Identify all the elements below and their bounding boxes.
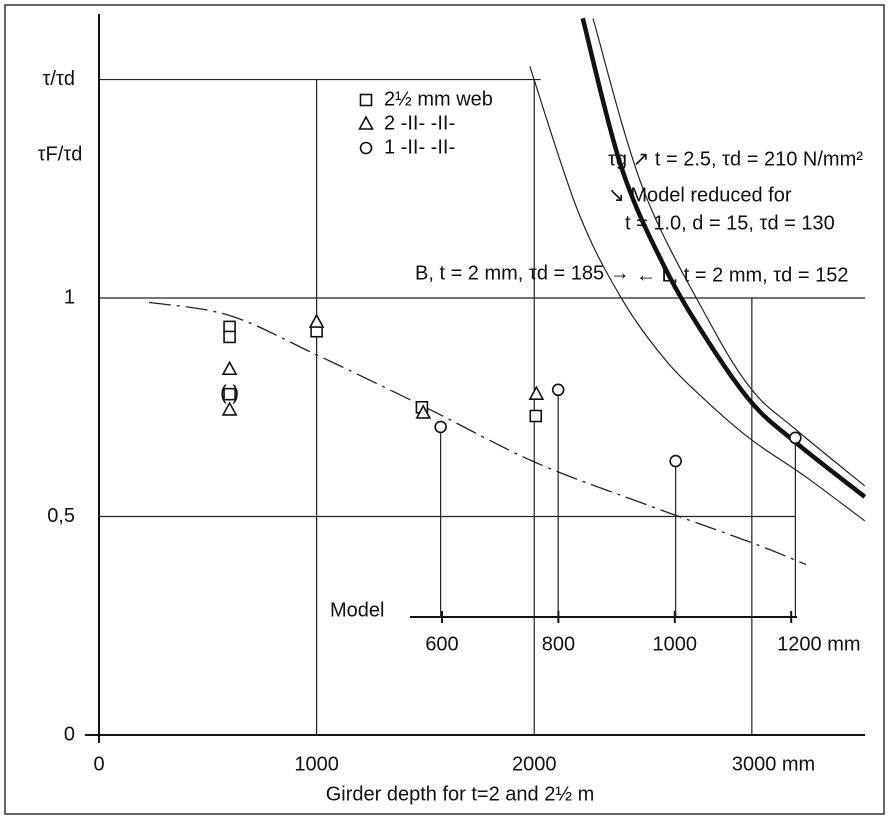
model-tick-label: 800 xyxy=(542,633,575,655)
y-tick-label: 0 xyxy=(64,723,75,745)
y-tick-label: 1 xyxy=(64,286,75,308)
circle-marker xyxy=(789,431,802,445)
y-tick-label: τ/τd xyxy=(43,68,75,90)
x-tick-label: 1000 xyxy=(294,753,339,775)
y-tick-label: 0,5 xyxy=(47,505,75,527)
legend-label: 2 -II- -II- xyxy=(384,112,455,134)
square-marker xyxy=(223,387,236,401)
triangle-marker xyxy=(308,313,325,328)
curve xyxy=(592,18,866,487)
square-marker xyxy=(223,330,236,344)
triangle-marker xyxy=(221,401,238,416)
triangle-marker xyxy=(528,385,545,400)
circle-marker xyxy=(434,420,447,434)
model-tick-label: 1000 xyxy=(653,633,698,655)
annotation: ( ) xyxy=(220,382,239,404)
triangle-marker xyxy=(221,360,238,376)
square-marker xyxy=(529,409,543,423)
annotation: τg ↗ t = 2.5, τd = 210 N/mm² xyxy=(608,148,863,170)
curve xyxy=(580,17,867,499)
y-axis-label: τF/τd xyxy=(38,143,83,165)
x-tick-label: 2000 xyxy=(512,753,557,775)
circle-marker xyxy=(669,454,682,468)
x-axis-label: Girder depth for t=2 and 2½ m xyxy=(326,783,595,805)
legend-label: 1 -II- -II- xyxy=(384,136,455,158)
model-tick-label: 600 xyxy=(425,633,458,655)
circle-marker xyxy=(359,141,373,155)
triangle-marker xyxy=(358,115,374,130)
curve xyxy=(148,301,807,566)
annotation: t = 1.0, d = 15, τd = 130 xyxy=(625,212,835,234)
annotation: B, t = 2 mm, τd = 185 → xyxy=(415,262,630,284)
legend-label: 2½ mm web xyxy=(384,88,493,110)
annotation: ← L, t = 2 mm, τd = 152 xyxy=(636,264,848,286)
curve xyxy=(529,66,866,522)
model-tick-label: 1200 mm xyxy=(777,633,860,655)
circle-marker xyxy=(551,383,565,397)
triangle-marker xyxy=(415,404,432,419)
square-marker xyxy=(359,93,373,107)
annotation: ↘ Model reduced for xyxy=(608,184,792,206)
frame xyxy=(4,4,885,815)
x-tick-label: 0 xyxy=(93,753,104,775)
model-axis-label: Model xyxy=(330,599,384,621)
x-tick-label: 3000 mm xyxy=(732,753,815,775)
